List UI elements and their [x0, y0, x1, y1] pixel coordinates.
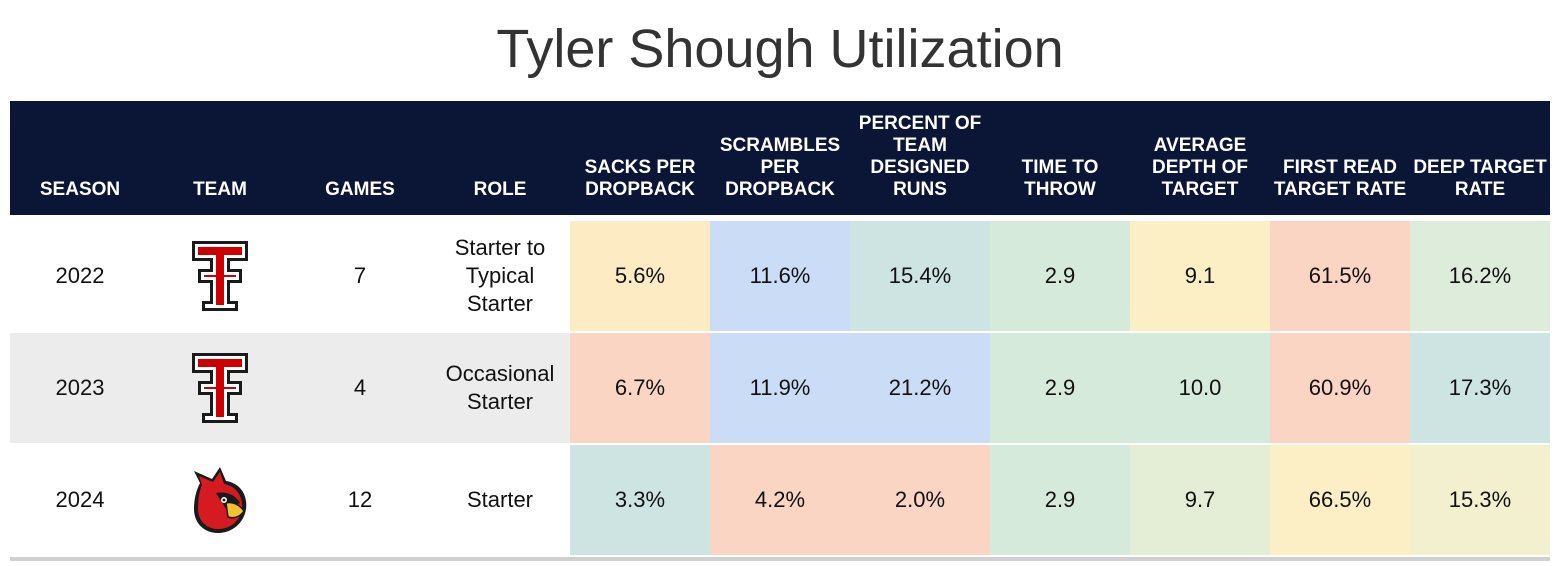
table-row: 2024 12 Starter 3.3% 4.2% 2.0% 2.9 9.7 66.5% 15.… — [10, 445, 1550, 555]
season-cell: 2024 — [10, 445, 150, 555]
stat-cell: 11.6% — [710, 221, 850, 331]
table-row: 2023 4 Occasional Starter 6.7% 11.9% 21.2% 2.… — [10, 333, 1550, 443]
header-average-depth-of-target: AVERAGE DEPTH OF TARGET — [1151, 135, 1249, 200]
stat-cell: 2.0% — [850, 445, 990, 555]
stat-cell: 2.9 — [990, 221, 1130, 331]
role-cell: Starter to Typical Starter — [430, 221, 570, 331]
stat-cell: 5.6% — [570, 221, 710, 331]
games-cell: 12 — [290, 445, 430, 555]
role-cell: Starter — [430, 445, 570, 555]
role-cell: Occasional Starter — [430, 333, 570, 443]
stat-cell: 60.9% — [1270, 333, 1410, 443]
header-season: SEASON — [39, 179, 121, 200]
header-deep-target-rate: DEEP TARGET RATE — [1413, 157, 1547, 200]
table-bottom-rule — [10, 557, 1550, 561]
team-cell — [150, 221, 290, 331]
stat-cell: 21.2% — [850, 333, 990, 443]
stat-cell: 9.7 — [1130, 445, 1270, 555]
header-scrambles-per-dropback: SCRAMBLES PER DROPBACK — [719, 135, 841, 200]
header-sacks-per-dropback: SACKS PER DROPBACK — [584, 157, 696, 200]
team-cell — [150, 445, 290, 555]
header-team: TEAM — [193, 179, 247, 200]
header-games: GAMES — [325, 179, 395, 200]
utilization-table: SEASON TEAM GAMES ROLE SACKS PER DROPBAC… — [10, 101, 1550, 561]
louisville-cardinal-logo-icon — [194, 467, 247, 533]
stat-cell: 16.2% — [1410, 221, 1550, 331]
stat-cell: 6.7% — [570, 333, 710, 443]
header-first-read-target-rate: FIRST READ TARGET RATE — [1273, 157, 1407, 200]
stat-cell: 2.9 — [990, 445, 1130, 555]
stat-cell: 61.5% — [1270, 221, 1410, 331]
season-cell: 2023 — [10, 333, 150, 443]
season-cell: 2022 — [10, 221, 150, 331]
stat-cell: 3.3% — [570, 445, 710, 555]
stat-cell: 10.0 — [1130, 333, 1270, 443]
stat-cell: 2.9 — [990, 333, 1130, 443]
stat-cell: 11.9% — [710, 333, 850, 443]
stat-cell: 66.5% — [1270, 445, 1410, 555]
table-header: SEASON TEAM GAMES ROLE SACKS PER DROPBAC… — [10, 101, 1550, 215]
table-row: 2022 7 Starter to Typical Starter 5.6% 11.6… — [10, 221, 1550, 331]
team-cell — [150, 333, 290, 443]
header-role: ROLE — [473, 179, 527, 200]
stat-cell: 9.1 — [1130, 221, 1270, 331]
games-cell: 4 — [290, 333, 430, 443]
header-time-to-throw: TIME TO THROW — [1021, 157, 1099, 200]
stat-cell: 15.3% — [1410, 445, 1550, 555]
page-title: Tyler Shough Utilization — [496, 19, 1064, 79]
texas-tech-logo-icon — [192, 353, 248, 423]
texas-tech-logo-icon — [192, 241, 248, 311]
stat-cell: 4.2% — [710, 445, 850, 555]
stat-cell: 17.3% — [1410, 333, 1550, 443]
stat-cell: 15.4% — [850, 221, 990, 331]
header-percent-designed-runs: PERCENT OF TEAM DESIGNED RUNS — [858, 113, 982, 200]
games-cell: 7 — [290, 221, 430, 331]
